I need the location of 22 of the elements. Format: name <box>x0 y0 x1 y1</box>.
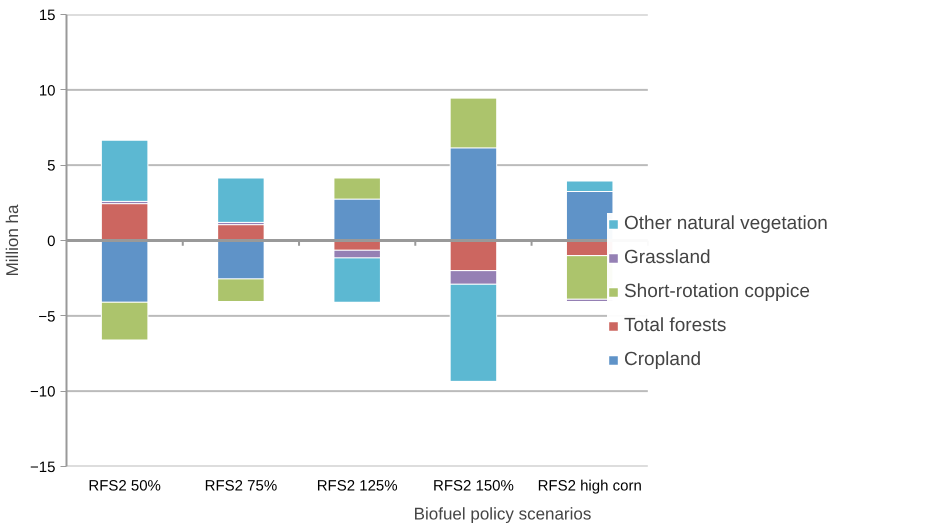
y-tick-label: 0 <box>47 233 56 250</box>
legend-label: Grassland <box>624 247 711 269</box>
x-tick-label: RFS2 75% <box>204 478 278 494</box>
x-tick-label: RFS2 high corn <box>538 478 642 494</box>
legend-label: Other natural vegetation <box>624 213 828 235</box>
y-tick-label: 15 <box>38 7 56 24</box>
x-tick-label: RFS2 150% <box>432 478 514 494</box>
legend-label: Short-rotation coppice <box>624 281 810 303</box>
y-tick-label: −15 <box>30 459 56 476</box>
bar <box>100 140 148 202</box>
x-tick-label: RFS2 50% <box>88 478 161 494</box>
bar <box>100 203 148 241</box>
y-tick-label: 10 <box>38 82 56 100</box>
legend-label: Cropland <box>624 349 702 371</box>
y-tick-label: 5 <box>47 158 56 175</box>
legend-label: Total forests <box>624 315 726 337</box>
y-tick-label: −5 <box>38 308 56 326</box>
y-axis-title: Million ha <box>3 204 22 276</box>
y-tick-label: −10 <box>30 384 56 401</box>
bar <box>217 177 265 223</box>
x-axis-title: Biofuel policy scenarios <box>414 504 592 524</box>
x-tick-label: RFS2 125% <box>316 478 398 494</box>
